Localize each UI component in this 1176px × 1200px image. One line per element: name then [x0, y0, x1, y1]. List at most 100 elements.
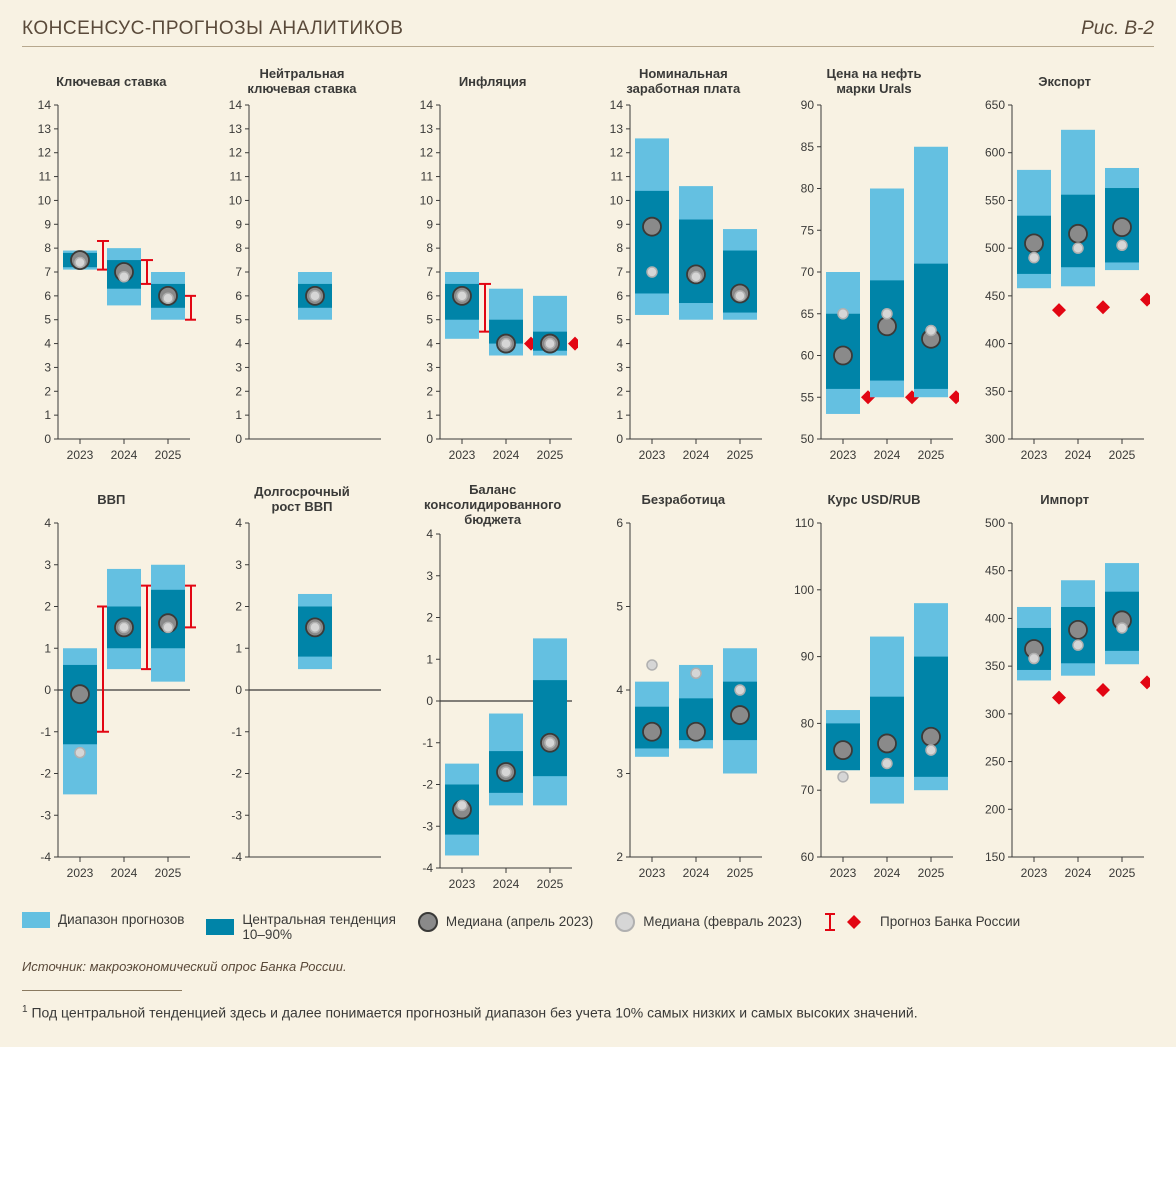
svg-text:0: 0: [617, 432, 624, 446]
chart-panel: Курс USD/RUB60708090100110202320242025: [785, 483, 964, 898]
svg-text:350: 350: [985, 659, 1005, 673]
svg-text:300: 300: [985, 432, 1005, 446]
figure-number: Рис. В-2: [1081, 18, 1154, 40]
svg-text:-2: -2: [231, 767, 242, 781]
svg-text:300: 300: [985, 707, 1005, 721]
svg-text:14: 14: [419, 99, 433, 112]
svg-text:2024: 2024: [683, 866, 710, 880]
svg-text:12: 12: [38, 146, 52, 160]
svg-text:0: 0: [45, 683, 52, 697]
svg-text:2025: 2025: [918, 866, 945, 880]
svg-text:11: 11: [420, 170, 433, 184]
svg-text:8: 8: [235, 241, 242, 255]
svg-text:-3: -3: [41, 808, 52, 822]
svg-text:-1: -1: [41, 725, 52, 739]
svg-text:600: 600: [985, 146, 1005, 160]
svg-text:1: 1: [426, 408, 433, 422]
legend-cbr-icon: [824, 912, 872, 932]
svg-text:2: 2: [45, 600, 52, 614]
svg-text:400: 400: [985, 611, 1005, 625]
svg-text:2: 2: [426, 610, 433, 624]
svg-text:2025: 2025: [727, 866, 754, 880]
footnote-rule: [22, 990, 182, 991]
source-line: Источник: макроэкономический опрос Банка…: [22, 959, 1154, 974]
svg-text:80: 80: [801, 716, 815, 730]
legend-label: Прогноз Банка России: [880, 914, 1020, 930]
svg-text:2025: 2025: [155, 448, 182, 462]
svg-text:2: 2: [426, 384, 433, 398]
svg-text:13: 13: [38, 122, 52, 136]
svg-text:250: 250: [985, 755, 1005, 769]
panel-title: Курс USD/RUB: [827, 483, 920, 517]
panel-title: Инфляция: [459, 65, 527, 99]
svg-text:85: 85: [801, 140, 815, 154]
legend-item: Медиана (апрель 2023): [418, 912, 593, 932]
chart-panel: Номинальнаязаработная плата0123456789101…: [594, 65, 773, 469]
svg-text:8: 8: [617, 241, 624, 255]
svg-text:70: 70: [801, 265, 815, 279]
svg-text:4: 4: [45, 517, 52, 530]
svg-text:10: 10: [419, 193, 433, 207]
panel-title: Экспорт: [1038, 65, 1091, 99]
svg-text:13: 13: [229, 122, 243, 136]
plot-area: 300350400450500550600650202320242025: [980, 99, 1150, 469]
svg-text:6: 6: [426, 289, 433, 303]
svg-text:7: 7: [235, 265, 242, 279]
page: КОНСЕНСУС-ПРОГНОЗЫ АНАЛИТИКОВ Рис. В-2 К…: [0, 0, 1176, 1047]
svg-text:8: 8: [426, 241, 433, 255]
svg-text:0: 0: [45, 432, 52, 446]
panel-title: Ключевая ставка: [56, 65, 166, 99]
svg-text:7: 7: [45, 265, 52, 279]
svg-text:2025: 2025: [727, 448, 754, 462]
svg-text:90: 90: [801, 99, 815, 112]
svg-text:7: 7: [426, 265, 433, 279]
svg-text:3: 3: [426, 569, 433, 583]
legend-item: Медиана (февраль 2023): [615, 912, 802, 932]
panel-title: Нейтральнаяключевая ставка: [247, 65, 356, 99]
panel-title: Цена на нефтьмарки Urals: [827, 65, 922, 99]
svg-text:10: 10: [38, 193, 52, 207]
svg-text:2024: 2024: [874, 448, 901, 462]
svg-text:13: 13: [610, 122, 624, 136]
chart-panel: Экспорт300350400450500550600650202320242…: [975, 65, 1154, 469]
svg-text:0: 0: [426, 694, 433, 708]
svg-text:6: 6: [235, 289, 242, 303]
panel-title: ВВП: [97, 483, 125, 517]
svg-text:2023: 2023: [67, 866, 94, 880]
svg-text:2024: 2024: [1064, 866, 1091, 880]
svg-text:50: 50: [801, 432, 815, 446]
legend-circle: [418, 912, 438, 932]
svg-text:3: 3: [45, 558, 52, 572]
svg-text:2024: 2024: [492, 877, 519, 891]
svg-text:14: 14: [610, 99, 624, 112]
svg-text:0: 0: [235, 683, 242, 697]
svg-text:5: 5: [617, 600, 624, 614]
svg-text:6: 6: [617, 517, 624, 530]
legend-label: Диапазон прогнозов: [58, 912, 184, 928]
svg-text:2023: 2023: [448, 877, 475, 891]
svg-text:6: 6: [617, 289, 624, 303]
panel-title: Безработица: [642, 483, 726, 517]
svg-text:8: 8: [45, 241, 52, 255]
plot-area: 01234567891011121314202320242025: [408, 99, 578, 469]
svg-text:75: 75: [801, 223, 815, 237]
svg-text:80: 80: [801, 182, 815, 196]
svg-text:-2: -2: [422, 777, 433, 791]
svg-text:-3: -3: [231, 808, 242, 822]
svg-text:5: 5: [617, 313, 624, 327]
plot-area: 505560657075808590202320242025: [789, 99, 959, 469]
svg-text:550: 550: [985, 193, 1005, 207]
legend-swatch: [22, 912, 50, 928]
panel-grid: Ключевая ставка0123456789101112131420232…: [22, 65, 1154, 898]
svg-text:14: 14: [38, 99, 52, 112]
svg-text:6: 6: [45, 289, 52, 303]
svg-text:400: 400: [985, 337, 1005, 351]
svg-text:2025: 2025: [918, 448, 945, 462]
svg-text:-4: -4: [231, 850, 242, 864]
svg-text:2023: 2023: [1020, 866, 1047, 880]
legend-circle: [615, 912, 635, 932]
svg-text:-1: -1: [231, 725, 242, 739]
plot-area: 60708090100110202320242025: [789, 517, 959, 887]
svg-text:-1: -1: [422, 736, 433, 750]
chart-panel: Инфляция01234567891011121314202320242025: [403, 65, 582, 469]
